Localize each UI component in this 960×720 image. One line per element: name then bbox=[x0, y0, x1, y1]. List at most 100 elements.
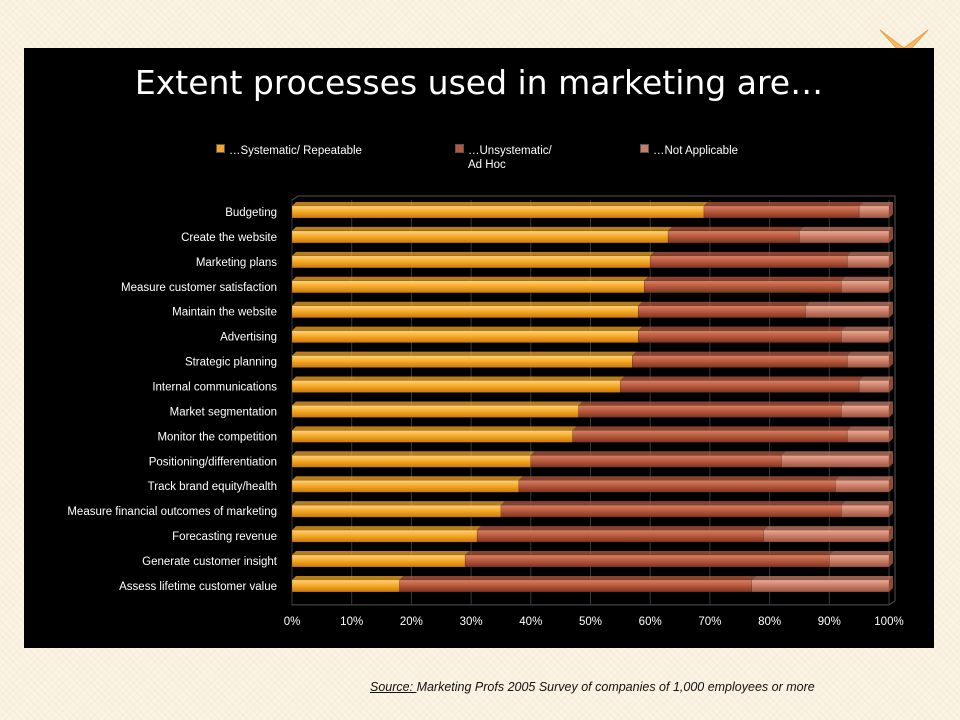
bar-segment-top bbox=[841, 276, 893, 281]
bar-segment-top bbox=[638, 301, 810, 306]
bar-segment-unsystematic bbox=[500, 504, 842, 518]
bar-segment-not-applicable bbox=[781, 455, 890, 468]
bar-segment-systematic bbox=[291, 430, 573, 443]
x-tick-label: 50% bbox=[579, 616, 602, 628]
category-label: Maintain the website bbox=[172, 307, 277, 319]
bar-segment-top bbox=[292, 401, 583, 406]
bar-segment-top bbox=[292, 202, 708, 206]
bar-segment-not-applicable bbox=[846, 430, 890, 443]
x-tick-label: 90% bbox=[818, 616, 841, 628]
x-tick-label: 20% bbox=[400, 616, 423, 628]
bar-end-cap bbox=[889, 202, 893, 218]
bar-segment-top bbox=[292, 476, 523, 481]
bar-end-cap bbox=[889, 551, 893, 568]
bar-segment-unsystematic bbox=[703, 205, 860, 219]
bar-segment-not-applicable bbox=[840, 280, 890, 294]
bar-segment-top bbox=[763, 526, 893, 531]
bar-segment-top bbox=[841, 501, 893, 506]
bar-segment-systematic bbox=[291, 305, 639, 318]
bar-end-cap bbox=[889, 401, 893, 418]
category-label: Forecasting revenue bbox=[172, 531, 277, 543]
bar-segment-top bbox=[292, 551, 470, 556]
category-label: Generate customer insight bbox=[142, 556, 278, 568]
bar-end-cap bbox=[889, 276, 893, 293]
bar-segment-top bbox=[477, 526, 768, 531]
legend-item-not-applicable: …Not Applicable bbox=[640, 144, 738, 158]
bar-segment-top bbox=[703, 202, 864, 206]
bar-segment-top bbox=[829, 551, 893, 556]
bar-segment-unsystematic bbox=[632, 355, 848, 368]
bar-segment-top bbox=[292, 226, 673, 231]
category-label: Strategic planning bbox=[185, 357, 277, 369]
category-label: Assess lifetime customer value bbox=[119, 581, 277, 593]
x-tick-label: 60% bbox=[639, 616, 662, 628]
bar-segment-top bbox=[572, 426, 852, 431]
bar-segment-top bbox=[292, 251, 655, 256]
bar-segment-top bbox=[292, 501, 505, 506]
bar-segment-systematic bbox=[291, 330, 639, 343]
legend-label-not-applicable: …Not Applicable bbox=[653, 145, 739, 157]
category-label: Monitor the competition bbox=[157, 431, 277, 443]
bar-segment-not-applicable bbox=[858, 205, 890, 219]
bar-segment-systematic bbox=[291, 230, 669, 244]
legend-swatch-unsystematic bbox=[455, 144, 464, 153]
x-tick-label: 30% bbox=[460, 616, 483, 628]
bar-segment-unsystematic bbox=[572, 430, 848, 443]
x-tick-label: 0% bbox=[284, 616, 301, 628]
bar-segment-not-applicable bbox=[846, 255, 890, 269]
x-tick-label: 80% bbox=[758, 616, 781, 628]
bar-segment-top bbox=[292, 276, 649, 281]
bar-segment-top bbox=[668, 226, 804, 231]
bar-segment-top bbox=[799, 226, 893, 231]
bar-segment-top bbox=[292, 451, 535, 456]
bar-segment-systematic bbox=[291, 504, 502, 518]
legend-label-systematic: …Systematic/ Repeatable bbox=[229, 145, 362, 157]
x-tick-label: 10% bbox=[340, 616, 363, 628]
bar-segment-top bbox=[847, 251, 893, 256]
bar-segment-top bbox=[530, 451, 786, 456]
bar-segment-not-applicable bbox=[840, 330, 890, 343]
bar-segment-top bbox=[620, 376, 864, 381]
bar-segment-systematic bbox=[291, 355, 633, 368]
bar-segment-unsystematic bbox=[530, 455, 782, 468]
stacked-bar-chart: 0% 10% 20% 30% 40% 50% 60% 70% 80% 90% 100% Budgeti… bbox=[67, 195, 904, 628]
bar-end-cap bbox=[889, 501, 893, 518]
bar-end-cap bbox=[889, 426, 893, 443]
chart-slide: Extent processes used in marketing are… … bbox=[24, 48, 934, 648]
bar-segment-systematic bbox=[291, 579, 400, 593]
bar-segment-not-applicable bbox=[846, 355, 890, 368]
bar-segment-systematic bbox=[291, 554, 466, 568]
bar-segment-not-applicable bbox=[751, 579, 890, 593]
category-label: Advertising bbox=[220, 332, 277, 344]
bar-segment-top bbox=[841, 401, 893, 406]
bar-segment-not-applicable bbox=[858, 380, 890, 393]
bar-segment-top bbox=[292, 301, 643, 306]
category-label: Track brand equity/health bbox=[148, 481, 277, 493]
bar-end-cap bbox=[889, 526, 893, 543]
bar-segment-systematic bbox=[291, 380, 621, 393]
category-label: Marketing plans bbox=[196, 257, 277, 269]
bar-segment-not-applicable bbox=[835, 479, 890, 493]
bar-segment-top bbox=[518, 476, 840, 481]
bar-segment-top bbox=[859, 376, 893, 381]
bar-segment-top bbox=[847, 426, 893, 431]
bar-segment-not-applicable bbox=[840, 405, 890, 418]
legend-item-systematic: …Systematic/ Repeatable bbox=[216, 144, 362, 158]
bar-end-cap bbox=[889, 476, 893, 493]
bar-segment-top bbox=[841, 326, 893, 331]
bar-segment-top bbox=[632, 351, 852, 356]
bar-segment-top bbox=[292, 376, 625, 381]
bar-segment-not-applicable bbox=[840, 504, 890, 518]
bar-segment-not-applicable bbox=[799, 230, 890, 244]
category-label: Create the website bbox=[181, 232, 277, 244]
legend-swatch-not-applicable bbox=[640, 144, 649, 153]
bar-segment-systematic bbox=[291, 479, 520, 493]
bar-segment-not-applicable bbox=[829, 554, 890, 568]
category-label: Budgeting bbox=[225, 207, 277, 219]
bar-segment-systematic bbox=[291, 255, 651, 269]
bar-end-cap bbox=[889, 326, 893, 343]
bar-end-cap bbox=[889, 575, 893, 592]
bar-segment-unsystematic bbox=[399, 579, 752, 593]
bar-segment-top bbox=[751, 575, 893, 580]
bar-segment-systematic bbox=[291, 455, 532, 468]
